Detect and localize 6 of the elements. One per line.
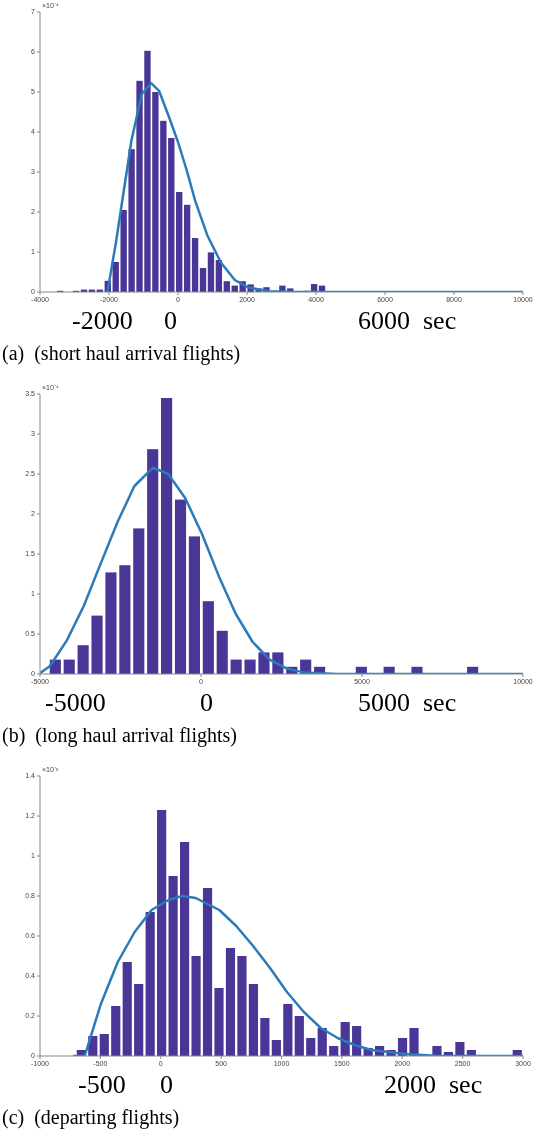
text: (a) (short haul arrival flights) [1,341,242,367]
text: 2000 sec [384,1070,483,1100]
text: (b) (long haul arrival flights) [1,723,238,749]
text: 5000 sec [358,688,457,718]
text: (c) (departing flights) [1,1105,181,1131]
text: 6000 sec [358,306,457,336]
